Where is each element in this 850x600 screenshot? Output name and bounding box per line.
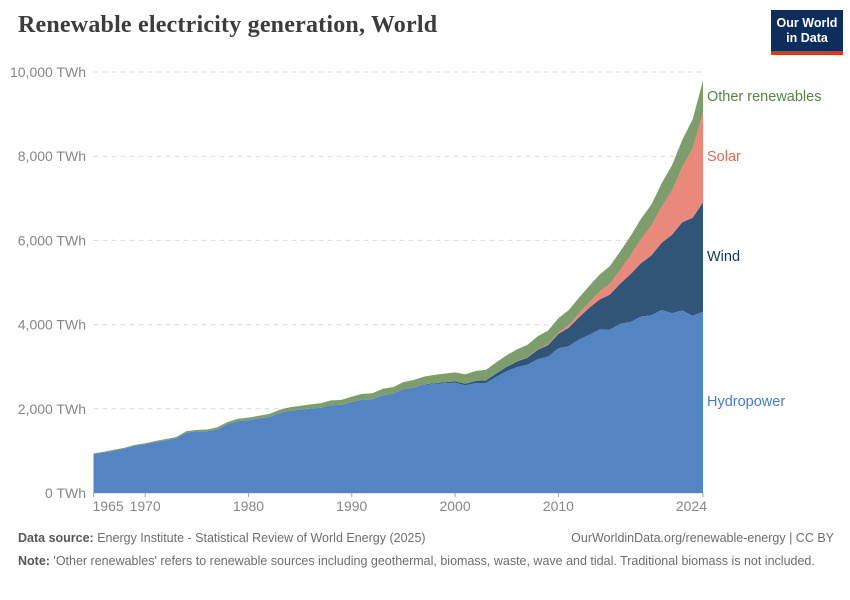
data-source-text: Energy Institute - Statistical Review of… xyxy=(93,531,426,545)
x-axis-label: 1970 xyxy=(130,498,161,514)
x-axis-label: 2010 xyxy=(543,498,574,514)
x-axis-label: 2000 xyxy=(439,498,470,514)
y-axis-label: 8,000 TWh xyxy=(18,148,86,164)
footer-note: Note: 'Other renewables' refers to renew… xyxy=(18,553,818,569)
legend-label-other-renewables[interactable]: Other renewables xyxy=(707,88,822,105)
y-axis-label: 4,000 TWh xyxy=(18,317,86,333)
page-title: Renewable electricity generation, World xyxy=(18,12,438,38)
y-axis-label: 6,000 TWh xyxy=(18,232,86,248)
data-source: Data source: Energy Institute - Statisti… xyxy=(18,531,426,545)
legend-label-wind[interactable]: Wind xyxy=(707,249,741,266)
chart-footer: Data source: Energy Institute - Statisti… xyxy=(18,531,834,569)
footer-link[interactable]: OurWorldinData.org/renewable-energy | CC… xyxy=(571,531,834,545)
y-axis-label: 0 TWh xyxy=(45,485,86,501)
footer-note-label: Note: xyxy=(18,554,50,568)
x-axis-label: 1990 xyxy=(336,498,367,514)
owid-logo[interactable]: Our World in Data xyxy=(771,10,843,55)
footer-note-text: 'Other renewables' refers to renewable s… xyxy=(49,554,815,568)
owid-logo-line1: Our World xyxy=(776,16,838,30)
chart-area: 0 TWh 2,000 TWh 4,000 TWh 6,000 TWh 8,000 TW… xyxy=(0,60,850,525)
y-axis-label: 10,000 TWh xyxy=(10,64,86,80)
x-axis-label: 2024 xyxy=(676,498,707,514)
legend-label-hydropower[interactable]: Hydropower xyxy=(707,394,786,411)
area-wind[interactable] xyxy=(93,202,704,454)
owid-logo-line2: in Data xyxy=(786,31,828,45)
y-axis-label: 2,000 TWh xyxy=(18,401,86,417)
x-axis-label: 1965 xyxy=(93,498,124,514)
area-hydropower[interactable] xyxy=(93,310,704,493)
legend-label-solar[interactable]: Solar xyxy=(707,149,741,166)
stacked-area-chart: 0 TWh 2,000 TWh 4,000 TWh 6,000 TWh 8,000 TW… xyxy=(10,64,707,514)
data-source-label: Data source: xyxy=(18,531,94,545)
x-axis-label: 1980 xyxy=(233,498,264,514)
